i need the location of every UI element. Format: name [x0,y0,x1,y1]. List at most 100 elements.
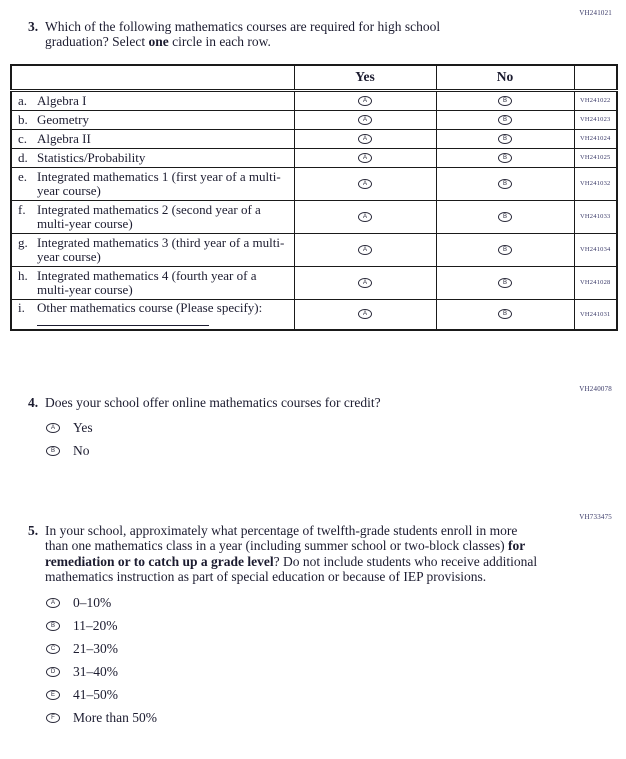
q3-question: 3. Which of the following mathematics co… [0,19,626,49]
row-letter: i. [18,299,25,315]
q3-text-post: circle in each row. [168,34,271,49]
q5-text: In your school, approximately what perce… [45,523,541,585]
q5-option-6: F More than 50% [46,709,626,725]
row-letter: d. [18,149,28,165]
row-letter: g. [18,234,28,250]
option-bubble[interactable]: B [46,445,60,456]
q3-text: Which of the following mathematics cours… [45,19,493,49]
q5-question: 5. In your school, approximately what pe… [0,523,626,585]
q4-option-no: B No [46,442,626,458]
row-label: Algebra I [37,92,87,108]
table-row-b: b. Geometry A B VH241023 [10,109,618,130]
no-bubble[interactable]: B [498,244,512,255]
table-row-g: g. Integrated mathematics 3 (third year o… [10,232,618,267]
q5-option-2: B 11–20% [46,617,626,633]
no-bubble[interactable]: B [498,95,512,106]
row-letter: a. [18,92,28,108]
option-label: 41–50% [73,686,118,702]
table-row-a: a. Algebra I A B VH241022 [10,89,618,111]
yes-bubble[interactable]: A [358,244,372,255]
option-bubble[interactable]: A [46,597,60,608]
yes-bubble[interactable]: A [358,309,372,320]
q5-options: A 0–10% B 11–20% C 21–30% D 31–40% E 41–… [46,594,626,725]
option-bubble[interactable]: B [46,620,60,631]
table-row-f: f. Integrated mathematics 2 (second year … [10,199,618,234]
table-row-e: e. Integrated mathematics 1 (first year o… [10,166,618,201]
option-bubble[interactable]: F [46,712,60,723]
table-row-c: c. Algebra II A B VH241024 [10,128,618,149]
option-bubble[interactable]: E [46,689,60,700]
option-label: 11–20% [73,617,118,633]
no-bubble[interactable]: B [498,309,512,320]
table-row-i: i. Other mathematics course (Please speci… [10,298,618,330]
row-label: Algebra II [37,130,91,146]
row-label: Integrated mathematics 3 (third year of … [37,234,285,264]
q4-option-yes: A Yes [46,419,626,435]
no-bubble[interactable]: B [498,211,512,222]
no-bubble[interactable]: B [498,133,512,144]
q3-text-pre: Which of the following mathematics cours… [45,19,441,49]
q4-item-code: VH240078 [579,384,612,393]
row-code: VH241033 [573,199,618,234]
row-label: Integrated mathematics 2 (second year of… [37,201,261,231]
row-letter: f. [18,201,26,217]
q5-number: 5. [28,522,39,538]
row-code: VH241032 [573,166,618,201]
table-row-h: h. Integrated mathematics 4 (fourth year … [10,265,618,300]
yes-bubble[interactable]: A [358,95,372,106]
option-label: Yes [73,419,93,435]
row-label: Geometry [37,111,89,127]
row-letter: e. [18,168,28,184]
q5-option-4: D 31–40% [46,663,626,679]
row-code: VH241031 [573,298,618,330]
option-label: 21–30% [73,640,118,656]
option-bubble[interactable]: D [46,666,60,677]
option-bubble[interactable]: C [46,643,60,654]
q3-text-bold: one [148,34,169,49]
row-code: VH241022 [573,89,618,111]
header-code-cell [573,64,618,92]
header-no: No [435,64,575,92]
yes-bubble[interactable]: A [358,133,372,144]
yes-bubble[interactable]: A [358,114,372,125]
row-letter: h. [18,267,28,283]
option-label: More than 50% [73,709,157,725]
no-bubble[interactable]: B [498,152,512,163]
no-bubble[interactable]: B [498,277,512,288]
q3-course-table: Yes No a. Algebra I A B VH241022 b. Geomet… [10,64,618,331]
row-label: Integrated mathematics 4 (fourth year of… [37,267,257,297]
yes-bubble[interactable]: A [358,178,372,189]
header-yes: Yes [293,64,437,92]
row-letter: b. [18,111,28,127]
q5-option-3: C 21–30% [46,640,626,656]
table-row-d: d. Statistics/Probability A B VH241025 [10,147,618,168]
q4-options: A Yes B No [46,419,626,458]
q3-item-code: VH241021 [579,9,612,17]
q4-text: Does your school offer online mathematic… [45,394,381,410]
q5-text-bold: for remediation or to catch up a grade l… [45,538,525,569]
option-label: No [73,442,90,458]
q5-item-code: VH733475 [579,512,612,521]
yes-bubble[interactable]: A [358,152,372,163]
row-label: Integrated mathematics 1 (first year of … [37,168,281,198]
option-label: 0–10% [73,594,112,610]
option-label: 31–40% [73,663,118,679]
row-code: VH241034 [573,232,618,267]
yes-bubble[interactable]: A [358,277,372,288]
option-bubble[interactable]: A [46,422,60,433]
row-label: Statistics/Probability [37,149,146,165]
q5-option-1: A 0–10% [46,594,626,610]
table-header-row: Yes No [10,64,618,92]
write-in-line[interactable] [37,324,209,326]
no-bubble[interactable]: B [498,178,512,189]
yes-bubble[interactable]: A [358,211,372,222]
q5-text-pre: In your school, approximately what perce… [45,522,518,554]
row-code: VH241028 [573,265,618,300]
q5-text-post: ? Do not include students who receive ad… [45,553,538,585]
q4-number: 4. [28,394,39,410]
q3-number: 3. [28,19,39,34]
row-code: VH241023 [573,109,618,130]
header-empty-cell [10,64,295,92]
no-bubble[interactable]: B [498,114,512,125]
